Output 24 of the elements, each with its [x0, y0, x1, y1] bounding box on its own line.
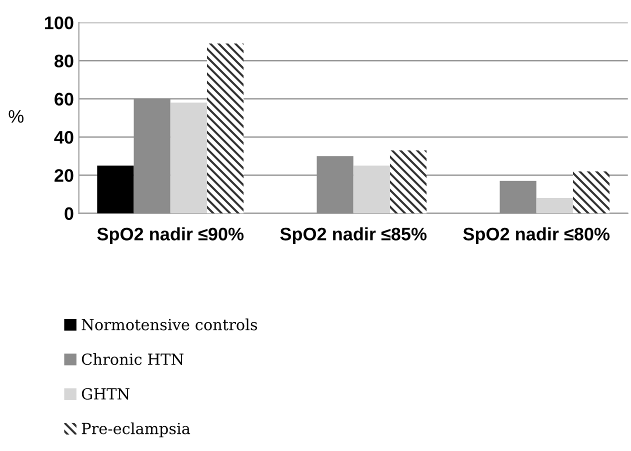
x-tick-label: SpO2 nadir ≤80% — [463, 227, 610, 244]
bar — [500, 180, 536, 214]
bar — [170, 102, 207, 214]
bar — [206, 44, 244, 214]
legend-label: Chronic HTN — [82, 353, 184, 365]
legend-label: GHTN — [82, 388, 130, 400]
y-tick-label: 100 — [45, 16, 74, 30]
y-tick-label: 40 — [54, 130, 74, 144]
bar — [390, 150, 427, 214]
y-tick-label: 80 — [54, 54, 74, 68]
y-tick-label: 0 — [64, 207, 74, 220]
bar — [353, 166, 390, 214]
legend-label: Pre-eclampsia — [82, 422, 190, 438]
bar — [572, 171, 610, 214]
bar — [536, 198, 573, 214]
legend-label: Normotensive controls — [82, 318, 258, 330]
x-tick-label: SpO2 nadir ≤90% — [97, 227, 244, 244]
y-tick-label: 60 — [54, 92, 74, 106]
bar — [97, 166, 134, 214]
bar — [316, 156, 354, 214]
x-tick-label: SpO2 nadir ≤85% — [280, 227, 427, 244]
y-axis-title: % — [8, 110, 24, 123]
y-tick-label: 20 — [54, 169, 74, 182]
bar — [134, 98, 170, 214]
